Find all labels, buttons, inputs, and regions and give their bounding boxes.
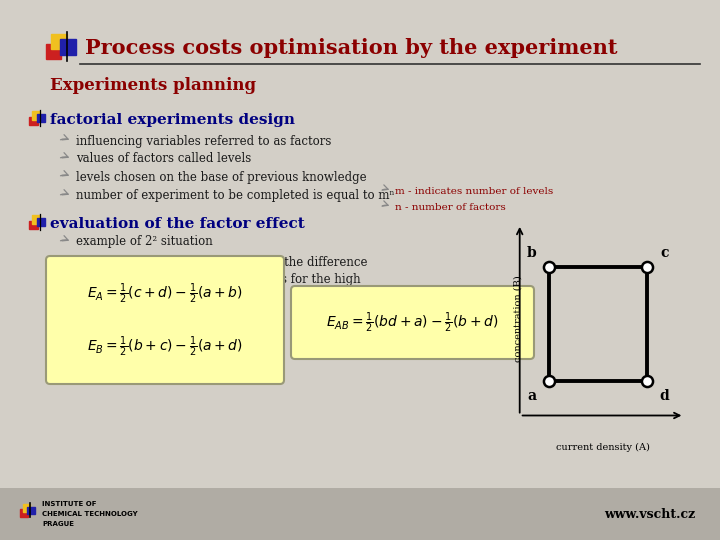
FancyBboxPatch shape [291, 286, 534, 359]
Bar [37, 218, 45, 226]
Bar [32, 215, 40, 224]
Bar [46, 44, 61, 59]
Bar [22, 504, 30, 511]
Text: Process costs optimisation by the experiment: Process costs optimisation by the experi… [85, 38, 618, 58]
Bar [29, 220, 37, 229]
Text: c: c [660, 246, 669, 260]
Text: $E_{AB} = \frac{1}{2}(bd+a)-\frac{1}{2}(b+d)$: $E_{AB} = \frac{1}{2}(bd+a)-\frac{1}{2}(… [326, 310, 499, 335]
Text: $E_A = \frac{1}{2}(c+d)-\frac{1}{2}(a+b)$: $E_A = \frac{1}{2}(c+d)-\frac{1}{2}(a+b)… [87, 281, 243, 306]
Text: b: b [526, 246, 536, 260]
Text: number of experiment to be completed is equal to mⁿ: number of experiment to be completed is … [76, 190, 395, 202]
Text: between mean values of the results for the high: between mean values of the results for t… [76, 273, 361, 286]
Bar [32, 111, 40, 119]
Text: n - number of factors: n - number of factors [395, 202, 505, 212]
Text: a: a [527, 389, 536, 403]
Bar [37, 114, 45, 123]
Text: INSTITUTE OF: INSTITUTE OF [42, 501, 96, 507]
Text: m - indicates number of levels: m - indicates number of levels [395, 186, 553, 195]
Text: Experiments planning: Experiments planning [50, 77, 256, 93]
Text: $E_B = \frac{1}{2}(b+c)-\frac{1}{2}(a+d)$: $E_B = \frac{1}{2}(b+c)-\frac{1}{2}(a+d)… [87, 334, 243, 359]
Text: influencing variables referred to as factors: influencing variables referred to as fac… [76, 134, 331, 147]
Text: and low factor levels: and low factor levels [76, 288, 199, 301]
Text: evaluation of the factor effect: evaluation of the factor effect [50, 217, 305, 231]
Text: www.vscht.cz: www.vscht.cz [604, 508, 696, 521]
Text: effect of the factor evaluated from the difference: effect of the factor evaluated from the … [76, 256, 367, 269]
Text: CHEMICAL TECHNOLOGY: CHEMICAL TECHNOLOGY [42, 511, 138, 517]
Bar [29, 117, 37, 125]
Bar [51, 34, 66, 49]
Text: d: d [660, 389, 670, 403]
FancyBboxPatch shape [46, 256, 284, 384]
Text: example of 2² situation: example of 2² situation [76, 235, 212, 248]
Text: PRAGUE: PRAGUE [42, 521, 74, 527]
Text: values of factors called levels: values of factors called levels [76, 152, 251, 165]
Bar [60, 39, 76, 55]
Bar [20, 509, 27, 516]
Text: concentration (B): concentration (B) [513, 275, 522, 362]
Text: factorial experiments design: factorial experiments design [50, 113, 295, 127]
Text: current density (A): current density (A) [556, 443, 650, 451]
Text: levels chosen on the base of previous knowledge: levels chosen on the base of previous kn… [76, 171, 366, 184]
Bar [0, 488, 720, 540]
Bar [27, 507, 35, 514]
